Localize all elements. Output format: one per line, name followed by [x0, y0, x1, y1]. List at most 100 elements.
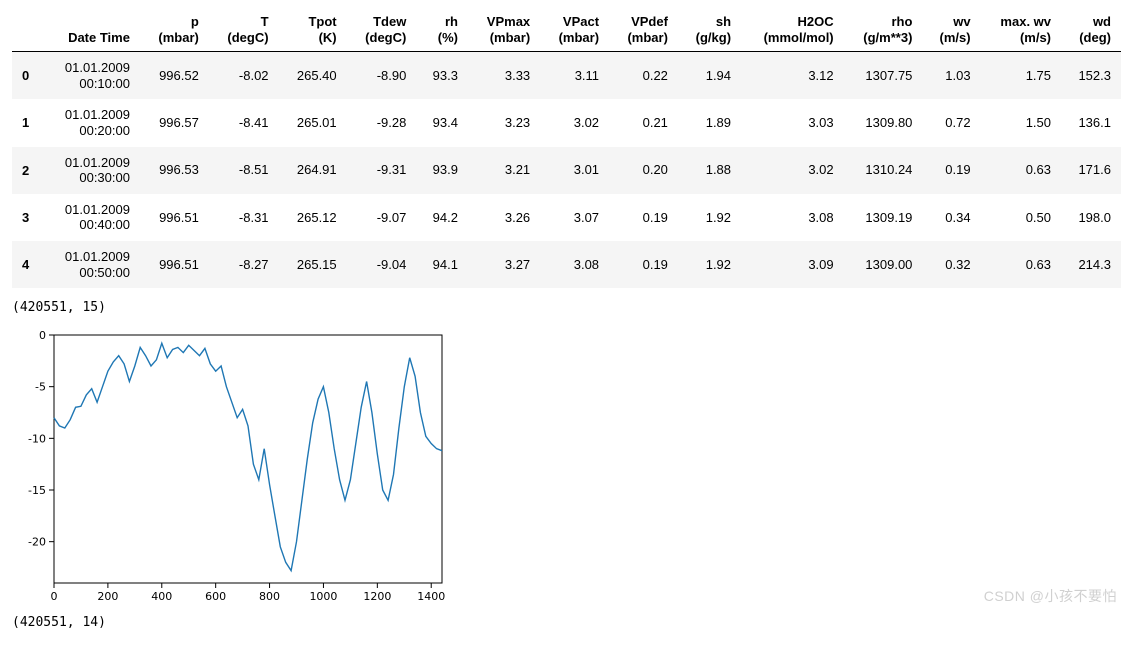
table-body: 001.01.2009 00:10:00996.52-8.02265.40-8.… [12, 52, 1121, 288]
table-cell: 0.63 [981, 147, 1061, 194]
table-row: 301.01.2009 00:40:00996.51-8.31265.12-9.… [12, 194, 1121, 241]
table-cell: 1309.19 [844, 194, 923, 241]
table-cell: 3.02 [540, 99, 609, 146]
table-header: Date Timep (mbar)T (degC)Tpot (K)Tdew (d… [12, 8, 1121, 52]
svg-text:600: 600 [205, 590, 226, 603]
svg-text:800: 800 [259, 590, 280, 603]
table-cell: 996.52 [140, 52, 209, 100]
table-cell: 996.51 [140, 194, 209, 241]
column-header: wd (deg) [1061, 8, 1121, 52]
column-header: Date Time [43, 8, 140, 52]
svg-text:-10: -10 [28, 432, 46, 445]
table-cell: 0.21 [609, 99, 678, 146]
column-header: Tpot (K) [279, 8, 347, 52]
svg-text:0: 0 [39, 329, 46, 342]
table-cell: 152.3 [1061, 52, 1121, 100]
table-cell: -9.31 [347, 147, 417, 194]
column-header: rh (%) [416, 8, 468, 52]
svg-text:-20: -20 [28, 536, 46, 549]
table-cell: 996.57 [140, 99, 209, 146]
table-cell: 1309.80 [844, 99, 923, 146]
column-header: max. wv (m/s) [981, 8, 1061, 52]
table-cell: 01.01.2009 00:20:00 [43, 99, 140, 146]
column-header: rho (g/m**3) [844, 8, 923, 52]
table-cell: -9.04 [347, 241, 417, 288]
table-row: 401.01.2009 00:50:00996.51-8.27265.15-9.… [12, 241, 1121, 288]
table-cell: -8.51 [209, 147, 279, 194]
table-cell: 3.01 [540, 147, 609, 194]
table-cell: 3.23 [468, 99, 540, 146]
table-cell: 265.15 [279, 241, 347, 288]
column-header: VPdef (mbar) [609, 8, 678, 52]
table-cell: 3.08 [540, 241, 609, 288]
table-cell: 3.08 [741, 194, 844, 241]
table-cell: 3.33 [468, 52, 540, 100]
table-cell: -9.28 [347, 99, 417, 146]
row-index: 0 [12, 52, 43, 100]
table-cell: 3.02 [741, 147, 844, 194]
table-cell: 996.53 [140, 147, 209, 194]
table-cell: 198.0 [1061, 194, 1121, 241]
table-row: 001.01.2009 00:10:00996.52-8.02265.40-8.… [12, 52, 1121, 100]
svg-text:1000: 1000 [309, 590, 337, 603]
column-header: wv (m/s) [922, 8, 980, 52]
table-cell: 214.3 [1061, 241, 1121, 288]
line-chart: 02004006008001000120014000-5-10-15-20 [12, 325, 1121, 605]
table-cell: 3.07 [540, 194, 609, 241]
table-cell: 0.63 [981, 241, 1061, 288]
shape-output-2: (420551, 14) [12, 615, 1121, 630]
column-header: VPact (mbar) [540, 8, 609, 52]
row-index: 2 [12, 147, 43, 194]
table-cell: 0.32 [922, 241, 980, 288]
table-cell: 265.40 [279, 52, 347, 100]
svg-text:1200: 1200 [363, 590, 391, 603]
svg-text:-15: -15 [28, 484, 46, 497]
column-header: T (degC) [209, 8, 279, 52]
svg-text:0: 0 [51, 590, 58, 603]
table-row: 201.01.2009 00:30:00996.53-8.51264.91-9.… [12, 147, 1121, 194]
table-cell: 1.88 [678, 147, 741, 194]
svg-text:1400: 1400 [417, 590, 445, 603]
svg-text:400: 400 [151, 590, 172, 603]
row-index: 1 [12, 99, 43, 146]
column-header: sh (g/kg) [678, 8, 741, 52]
dataframe-table: Date Timep (mbar)T (degC)Tpot (K)Tdew (d… [12, 8, 1121, 288]
column-header: p (mbar) [140, 8, 209, 52]
shape-output-1: (420551, 15) [12, 300, 1121, 315]
table-cell: 1.75 [981, 52, 1061, 100]
table-cell: 1310.24 [844, 147, 923, 194]
table-cell: 0.34 [922, 194, 980, 241]
table-cell: 1.92 [678, 241, 741, 288]
table-cell: 265.01 [279, 99, 347, 146]
row-index: 3 [12, 194, 43, 241]
table-cell: 3.26 [468, 194, 540, 241]
table-cell: -9.07 [347, 194, 417, 241]
table-cell: 136.1 [1061, 99, 1121, 146]
table-cell: 1.94 [678, 52, 741, 100]
svg-text:-5: -5 [35, 381, 46, 394]
table-cell: 3.09 [741, 241, 844, 288]
table-cell: -8.41 [209, 99, 279, 146]
column-header: VPmax (mbar) [468, 8, 540, 52]
table-cell: 94.1 [416, 241, 468, 288]
table-cell: 0.50 [981, 194, 1061, 241]
table-cell: 3.12 [741, 52, 844, 100]
table-cell: 0.19 [922, 147, 980, 194]
table-cell: 1309.00 [844, 241, 923, 288]
table-cell: 0.20 [609, 147, 678, 194]
table-cell: -8.27 [209, 241, 279, 288]
table-cell: 01.01.2009 00:40:00 [43, 194, 140, 241]
row-index: 4 [12, 241, 43, 288]
table-cell: 01.01.2009 00:30:00 [43, 147, 140, 194]
table-cell: 0.19 [609, 241, 678, 288]
table-cell: 3.03 [741, 99, 844, 146]
table-cell: -8.31 [209, 194, 279, 241]
table-cell: 265.12 [279, 194, 347, 241]
table-cell: 3.21 [468, 147, 540, 194]
table-cell: 0.22 [609, 52, 678, 100]
table-cell: 1.89 [678, 99, 741, 146]
table-cell: 1.03 [922, 52, 980, 100]
table-cell: 01.01.2009 00:50:00 [43, 241, 140, 288]
table-cell: 1.92 [678, 194, 741, 241]
table-cell: 996.51 [140, 241, 209, 288]
